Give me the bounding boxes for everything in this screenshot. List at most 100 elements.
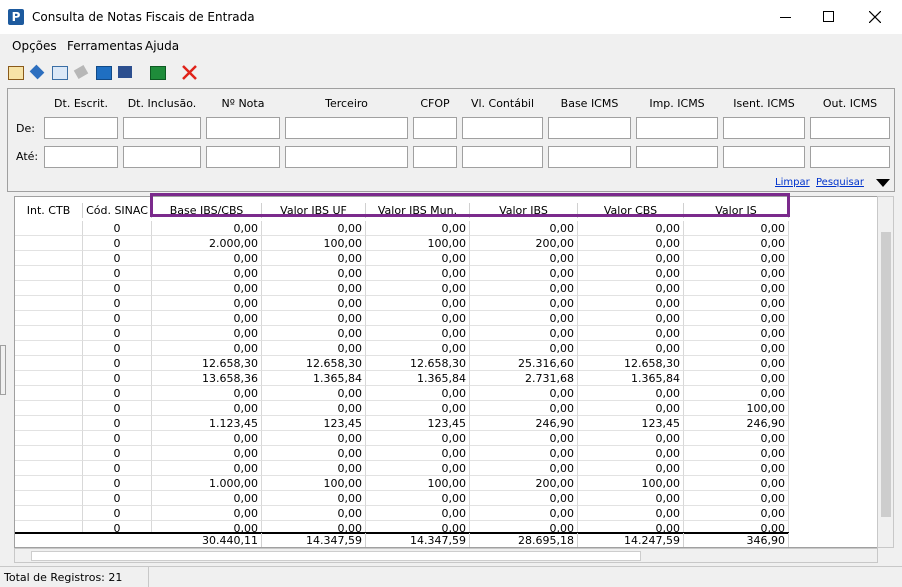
cell: 100,00 bbox=[366, 236, 470, 251]
filter-input[interactable] bbox=[548, 146, 631, 168]
total-cell: 30.440,11 bbox=[152, 533, 262, 547]
cell: 0,00 bbox=[470, 281, 578, 296]
filter-input[interactable] bbox=[44, 146, 118, 168]
filter-input[interactable] bbox=[723, 146, 805, 168]
status-divider bbox=[148, 567, 149, 587]
toolbar-button[interactable] bbox=[150, 66, 166, 80]
filter-label: Base ICMS bbox=[560, 97, 619, 110]
filter-input[interactable] bbox=[723, 117, 805, 139]
link[interactable]: Pesquisar bbox=[816, 177, 864, 188]
cell: 0,00 bbox=[684, 446, 789, 461]
cell: 0,00 bbox=[578, 251, 684, 266]
scroll-thumb[interactable] bbox=[31, 551, 641, 561]
cell: 0,00 bbox=[578, 431, 684, 446]
cell bbox=[15, 341, 83, 356]
filter-input[interactable] bbox=[636, 117, 718, 139]
close-button[interactable] bbox=[869, 11, 881, 23]
cell: 0,00 bbox=[578, 386, 684, 401]
cell: 0,00 bbox=[152, 266, 262, 281]
splitter[interactable] bbox=[0, 345, 6, 395]
cell bbox=[15, 401, 83, 416]
cell: 0,00 bbox=[262, 341, 366, 356]
cell: 0,00 bbox=[366, 401, 470, 416]
cell: 0,00 bbox=[262, 446, 366, 461]
cell: 100,00 bbox=[684, 401, 789, 416]
cell bbox=[15, 326, 83, 341]
filter-input[interactable] bbox=[285, 146, 408, 168]
column-header: Base IBS/CBS bbox=[152, 203, 262, 218]
filter-input[interactable] bbox=[413, 146, 457, 168]
filter-input[interactable] bbox=[44, 117, 118, 139]
cell: 0,00 bbox=[366, 221, 470, 236]
cell: 0,00 bbox=[366, 386, 470, 401]
cell: 0,00 bbox=[366, 491, 470, 506]
filter-input[interactable] bbox=[123, 146, 201, 168]
menu-item[interactable]: Ferramentas bbox=[67, 39, 143, 53]
vertical-scrollbar[interactable] bbox=[877, 196, 894, 548]
cell: 0,00 bbox=[578, 446, 684, 461]
toolbar-button[interactable] bbox=[73, 65, 89, 79]
filter-input[interactable] bbox=[206, 146, 280, 168]
filter-input[interactable] bbox=[285, 117, 408, 139]
scroll-thumb[interactable] bbox=[881, 232, 891, 517]
horizontal-scrollbar[interactable] bbox=[14, 548, 878, 563]
minimize-button[interactable] bbox=[780, 17, 791, 18]
cell bbox=[15, 371, 83, 386]
filter-input[interactable] bbox=[810, 117, 890, 139]
toolbar-button[interactable] bbox=[118, 66, 132, 78]
filter-input[interactable] bbox=[548, 117, 631, 139]
cell: 0 bbox=[83, 221, 152, 236]
filter-input[interactable] bbox=[636, 146, 718, 168]
dropdown-arrow[interactable] bbox=[876, 179, 890, 187]
data-grid: Int. CTB Cód. SINAC Base IBS/CBS Valor IBS … bbox=[14, 196, 878, 548]
toolbar-button[interactable] bbox=[96, 66, 112, 80]
menu-item[interactable]: Ajuda bbox=[145, 39, 180, 53]
cell: 100,00 bbox=[262, 236, 366, 251]
toolbar-button[interactable] bbox=[52, 66, 68, 80]
cell: 0,00 bbox=[578, 401, 684, 416]
filter-label: Terceiro bbox=[325, 97, 368, 110]
cell bbox=[15, 521, 83, 533]
cell: 0,00 bbox=[366, 341, 470, 356]
link[interactable]: Limpar bbox=[775, 177, 810, 188]
menu-item[interactable]: Opções bbox=[12, 39, 57, 53]
toolbar bbox=[0, 60, 902, 84]
cell: 0,00 bbox=[366, 521, 470, 533]
cell: 0 bbox=[83, 281, 152, 296]
cell: 0,00 bbox=[578, 236, 684, 251]
filter-input[interactable] bbox=[810, 146, 890, 168]
maximize-button[interactable] bbox=[823, 11, 834, 22]
filter-input[interactable] bbox=[462, 146, 543, 168]
column-header: Int. CTB bbox=[15, 203, 83, 218]
cell: 0,00 bbox=[684, 281, 789, 296]
cell: 2.731,68 bbox=[470, 371, 578, 386]
total-cell: 14.347,59 bbox=[262, 533, 366, 547]
app-icon: P bbox=[8, 9, 24, 25]
cell: 0,00 bbox=[152, 281, 262, 296]
cell bbox=[15, 476, 83, 491]
cell: 0,00 bbox=[470, 461, 578, 476]
toolbar-button[interactable] bbox=[182, 65, 197, 80]
filter-label: Out. ICMS bbox=[822, 97, 878, 110]
filter-input[interactable] bbox=[462, 117, 543, 139]
window-title: Consulta de Notas Fiscais de Entrada bbox=[32, 10, 255, 24]
cell bbox=[15, 311, 83, 326]
toolbar-button[interactable] bbox=[29, 64, 45, 80]
filter-input[interactable] bbox=[413, 117, 457, 139]
cell: 0,00 bbox=[152, 251, 262, 266]
cell: 0,00 bbox=[470, 521, 578, 533]
status-text: Total de Registros: 21 bbox=[4, 571, 123, 584]
cell: 0 bbox=[83, 356, 152, 371]
cell: 0 bbox=[83, 521, 152, 533]
cell: 0,00 bbox=[262, 431, 366, 446]
filter-input[interactable] bbox=[123, 117, 201, 139]
cell: 0,00 bbox=[684, 251, 789, 266]
cell: 0,00 bbox=[470, 341, 578, 356]
filter-label: Vl. Contábil bbox=[470, 97, 535, 110]
cell: 0,00 bbox=[366, 281, 470, 296]
cell: 0,00 bbox=[366, 506, 470, 521]
toolbar-button[interactable] bbox=[8, 66, 24, 80]
cell: 1.000,00 bbox=[152, 476, 262, 491]
status-bar: Total de Registros: 21 bbox=[0, 566, 902, 587]
filter-input[interactable] bbox=[206, 117, 280, 139]
